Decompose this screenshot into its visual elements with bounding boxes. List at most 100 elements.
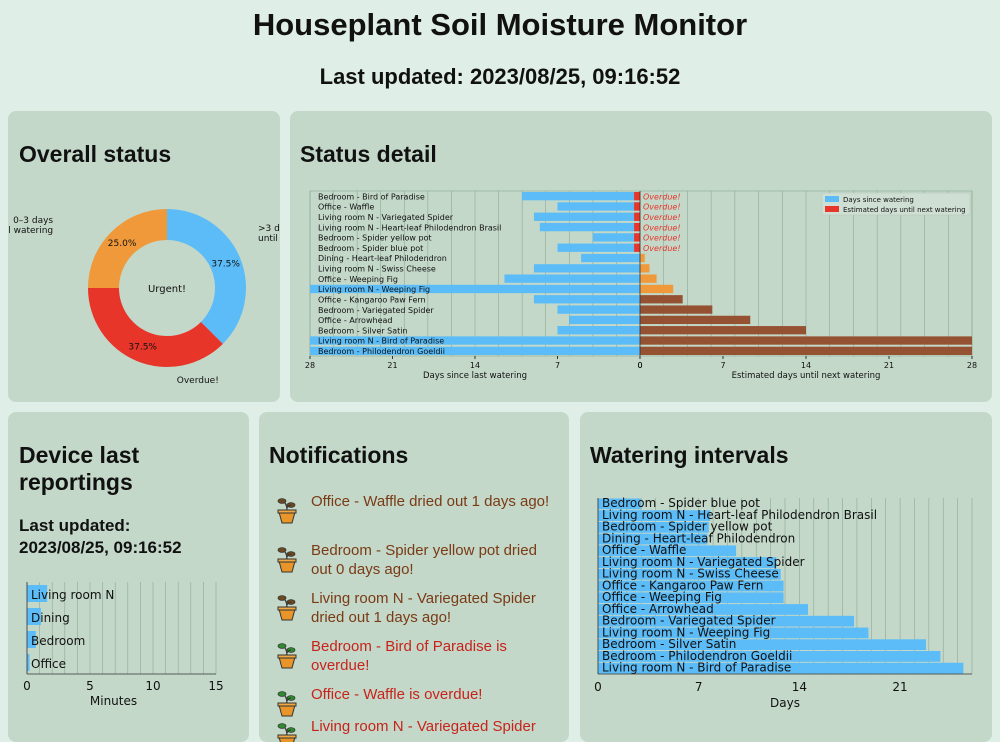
x-tick-label: 7 [720, 361, 725, 370]
device-reporting-panel: Device last reportings Last updated: 202… [8, 412, 249, 742]
x-axis-label-right: Estimated days until next watering [732, 371, 881, 381]
watering-intervals-title: Watering intervals [590, 442, 789, 468]
x-tick-label: 0 [637, 361, 642, 370]
plant-name-label: Living room N - Bird of Paradise [602, 661, 791, 675]
plant-name-label: Living room N - Bird of Paradise [318, 337, 444, 346]
interval-bar [598, 557, 777, 568]
days-since-watering-bar [533, 264, 640, 273]
status-detail-panel: Status detail Overdue! Bedroom - Bird of … [290, 111, 992, 402]
plant-name-label: Dining - Heart-leaf Philodendron [318, 254, 447, 263]
x-tick-label: 14 [801, 361, 811, 370]
overdue-label: Overdue! [643, 192, 681, 201]
x-tick-label: 0 [594, 680, 602, 694]
x-tick-label: 28 [967, 361, 977, 370]
slice-percent-label: 37.5% [211, 260, 240, 270]
x-tick-label: 0 [23, 679, 31, 693]
estimated-days-bar [640, 305, 713, 314]
slice-category-label: until watering [8, 226, 53, 236]
plant-name-label: Bedroom - Bird of Paradise [318, 192, 425, 201]
interval-bar [598, 545, 737, 557]
plant-name-label: Bedroom - Silver Satin [318, 326, 408, 335]
thirsty-plant-icon [273, 641, 301, 669]
interval-bar [598, 592, 784, 604]
overdue-label: Overdue! [643, 234, 681, 243]
plant-name-label: Office - Arrowhead [602, 602, 714, 616]
x-tick-label: 21 [884, 361, 894, 370]
days-since-watering-bar [569, 315, 640, 325]
wilted-plant-icon [273, 593, 301, 621]
x-tick-label: 0 [637, 361, 642, 370]
overdue-label: Overdue! [643, 244, 681, 253]
overdue-label: Overdue! [643, 213, 681, 222]
plant-name-label: Living room N - Swiss Cheese [318, 265, 436, 274]
plant-name-label: Office - Weeping Fig [318, 275, 398, 284]
plant-name-label: Bedroom - Spider blue pot [602, 496, 760, 510]
estimated-days-bar [640, 253, 645, 263]
estimated-days-bar [640, 284, 674, 294]
estimated-days-bar [634, 202, 640, 211]
estimated-days-bar [640, 326, 806, 335]
plant-name-label: Bedroom - Philodendron Goeldii [602, 649, 792, 663]
legend-box [821, 192, 971, 216]
interval-bar [598, 662, 964, 674]
legend-entry: Days since watering [843, 196, 914, 204]
days-since-watering-bar [310, 346, 640, 355]
device-report-bar [27, 631, 36, 648]
x-tick-label: 15 [208, 679, 223, 693]
plant-name-label: Office - Waffle [318, 203, 374, 212]
days-since-watering-bar [592, 233, 640, 242]
plant-name-label: Office - Waffle [602, 543, 686, 557]
notification-text: Office - Waffle dried out 1 days ago! [311, 493, 550, 510]
donut-slice [88, 288, 223, 368]
overall-status-title: Overall status [19, 141, 172, 167]
estimated-days-bar [634, 192, 640, 201]
estimated-days-bar [634, 212, 640, 221]
page-title: Houseplant Soil Moisture Monitor [252, 7, 748, 42]
plant-name-label: Office - Kangaroo Paw Fern [602, 578, 763, 592]
plant-name-label: Living room N - Swiss Cheese [602, 567, 779, 581]
device-report-bar [27, 654, 30, 671]
x-tick-label: 14 [470, 361, 480, 370]
days-since-watering-bar [310, 336, 640, 345]
device-name-label: Living room N [31, 588, 114, 602]
interval-bar [598, 651, 941, 662]
watering-intervals-chart: Bedroom - Spider blue pot Living room N -… [594, 496, 973, 710]
days-since-watering-bar [557, 202, 640, 211]
legend-entry: Estimated days until next watering [843, 206, 966, 214]
plant-name-label: Living room N - Variegated Spider [602, 555, 805, 569]
device-report-bar [27, 585, 48, 602]
days-since-watering-bar [533, 212, 640, 221]
wilted-plant-icon [273, 496, 301, 524]
plant-name-label: Dining - Heart-leaf Philodendron [602, 531, 795, 545]
legend-swatch [825, 196, 839, 202]
overdue-label: Overdue! [643, 203, 681, 212]
slice-category-label: 0–3 days [13, 216, 53, 226]
days-since-watering-bar [557, 305, 640, 314]
donut-center-label: Urgent! [148, 284, 186, 295]
x-tick-label: 21 [387, 361, 397, 370]
x-tick-label: 5 [86, 679, 94, 693]
x-tick-label: 14 [792, 680, 807, 694]
plant-name-label: Living room N - Heart-leaf Philodendron … [318, 223, 501, 232]
device-name-label: Bedroom [31, 634, 85, 648]
days-since-watering-bar [557, 243, 640, 252]
device-name-label: Dining [31, 611, 70, 625]
interval-bar [598, 627, 869, 639]
interval-bar [598, 568, 781, 580]
slice-category-label: >3 days [258, 224, 280, 234]
notification-text: Living room N - Variegated Spider dried … [311, 590, 536, 626]
slice-category-label: until watering [258, 234, 280, 244]
notifications-title: Notifications [269, 442, 409, 468]
watering-intervals-panel: Watering intervals Bedroom - Spider blue… [580, 412, 992, 742]
plant-name-label: Living room N - Variegated Spider [318, 213, 454, 222]
donut-slice [167, 209, 247, 344]
donut-slice [88, 209, 167, 288]
days-since-watering-bar [504, 274, 640, 283]
x-tick-label: 7 [555, 361, 560, 370]
device-reporting-title: Device last reportings [19, 442, 139, 496]
estimated-days-bar [640, 336, 972, 345]
x-axis-label: Days [770, 696, 800, 710]
